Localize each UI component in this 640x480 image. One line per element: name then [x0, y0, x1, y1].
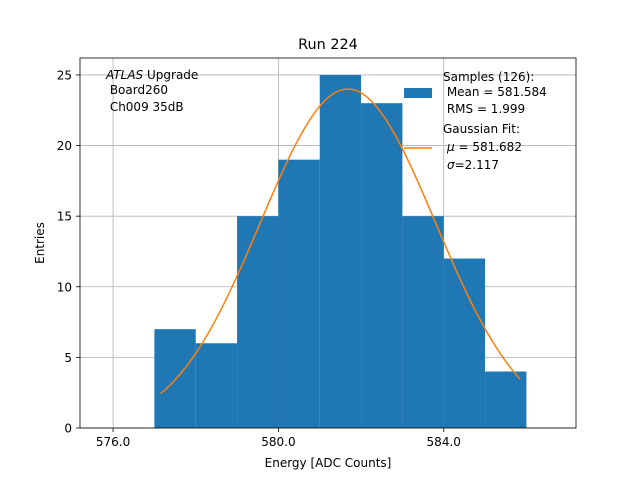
y-tick-label: 5 [64, 351, 72, 365]
chart-title: Run 224 [298, 37, 358, 53]
gaussian-fit-curve [160, 88, 521, 395]
plot-frame [79, 57, 577, 429]
y-tick-label: 15 [57, 210, 72, 224]
legend-fit-title: Gaussian Fit: [443, 122, 520, 136]
mu-value: = 581.682 [455, 140, 522, 154]
x-tick-label: 584.0 [427, 435, 461, 449]
histogram-bar [485, 371, 527, 428]
histogram-bar [361, 103, 403, 428]
board-label: Board260 [106, 83, 168, 97]
histogram-bar [319, 74, 362, 428]
sigma-value: =2.117 [455, 158, 499, 172]
histogram-bar [195, 343, 238, 428]
legend-samples-title: Samples (126): [443, 70, 534, 84]
atlas-annotation: ATLAS Upgrade Board260 Ch009 35dB [105, 68, 198, 114]
atlas-italic: ATLAS [105, 68, 144, 82]
sigma-symbol: σ [447, 158, 455, 172]
y-axis-label: Entries [33, 222, 47, 264]
y-tick-label: 20 [57, 139, 72, 153]
legend-samples-rms: RMS = 1.999 [443, 102, 525, 116]
x-axis-ticks: 576.0 580.0 584.0 [96, 428, 461, 449]
y-axis-ticks: 0 5 10 15 20 25 [57, 68, 80, 436]
legend-samples-mean: Mean = 581.584 [443, 85, 547, 99]
histogram-bars [154, 74, 527, 428]
x-tick-label: 576.0 [96, 435, 130, 449]
legend-fit-mu: μ = 581.682 [446, 140, 522, 154]
atlas-upgrade: Upgrade [143, 68, 198, 82]
x-tick-label: 580.0 [261, 435, 295, 449]
y-tick-label: 0 [64, 422, 72, 436]
atlas-label: ATLAS Upgrade [105, 68, 198, 82]
histogram-bar [154, 329, 196, 428]
legend-samples-patch [404, 88, 432, 98]
histogram-bar [278, 159, 320, 428]
histogram-bar [402, 216, 444, 428]
channel-label: Ch009 35dB [106, 100, 184, 114]
mu-symbol: μ [446, 140, 455, 154]
x-axis-label: Energy [ADC Counts] [265, 456, 392, 470]
y-tick-label: 10 [57, 280, 72, 294]
legend: Samples (126): Mean = 581.584 RMS = 1.99… [404, 70, 547, 172]
histogram-bar [237, 216, 279, 428]
legend-fit-sigma: σ=2.117 [447, 158, 499, 172]
y-tick-label: 25 [57, 68, 72, 82]
histogram-bar [443, 258, 486, 428]
